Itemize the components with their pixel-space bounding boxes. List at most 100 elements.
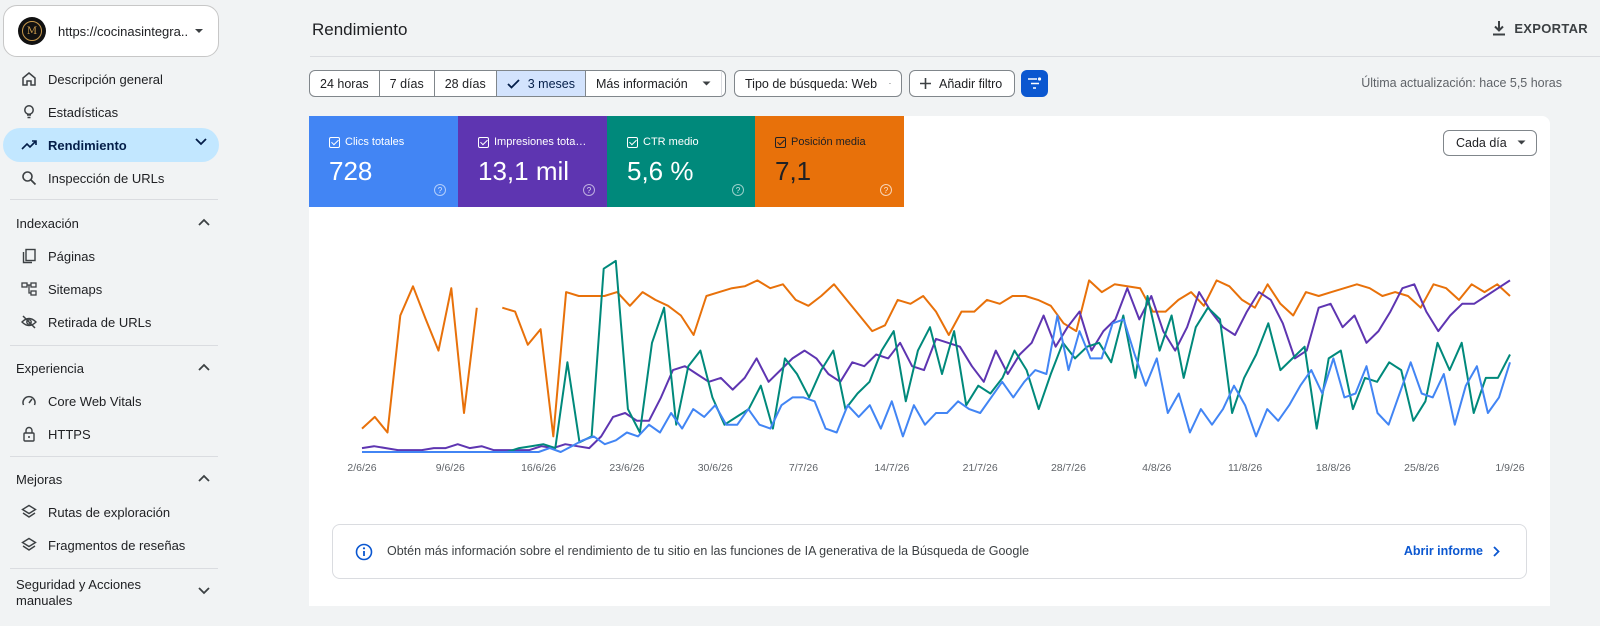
- performance-chart: 2/6/26 9/6/26 16/6/26 23/6/26 30/6/26 7/7/26 1…: [347, 259, 1525, 474]
- x-tick-label: 23/6/26: [609, 462, 644, 474]
- range-28d-button[interactable]: 28 días: [435, 71, 497, 96]
- gauge-icon: [20, 392, 38, 410]
- metric-value: 5,6 %: [627, 156, 694, 186]
- section-indexing[interactable]: Indexación: [16, 216, 216, 231]
- nav-item-url-inspection[interactable]: Inspección de URLs: [3, 161, 219, 195]
- checkbox-icon[interactable]: [775, 136, 786, 148]
- filter-settings-button[interactable]: [1021, 70, 1048, 97]
- chevron-up-icon: [198, 218, 210, 226]
- chevron-up-icon: [198, 474, 210, 482]
- home-icon: [20, 70, 38, 88]
- lock-icon: [20, 425, 38, 443]
- series-line-ctr-medio: [362, 259, 1511, 453]
- x-tick-label: 4/8/26: [1142, 462, 1171, 474]
- more-ranges-dropdown[interactable]: Más información: [586, 71, 725, 96]
- metric-value: 728: [329, 156, 373, 186]
- x-tick-label: 21/7/26: [963, 462, 998, 474]
- chevron-down-icon: [198, 587, 210, 595]
- x-tick-label: 9/6/26: [436, 462, 465, 474]
- sitemap-icon: [20, 280, 38, 298]
- layers-icon: [20, 536, 38, 554]
- plus-icon: [920, 78, 931, 89]
- pages-icon: [20, 247, 38, 265]
- search-icon: [20, 169, 38, 187]
- x-tick-label: 16/6/26: [521, 462, 556, 474]
- x-tick-label: 18/8/26: [1316, 462, 1351, 474]
- series-line-posición-media: [361, 279, 1511, 438]
- series-line-impresiones-totales: [361, 279, 1511, 452]
- section-enhancements[interactable]: Mejoras: [16, 472, 216, 487]
- metric-value: 13,1 mil: [478, 156, 570, 186]
- help-icon[interactable]: ?: [732, 184, 744, 196]
- x-tick-label: 2/6/26: [347, 462, 376, 474]
- chevron-right-icon: [1493, 545, 1500, 557]
- divider: [10, 568, 218, 569]
- last-update-text: Última actualización: hace 5,5 horas: [1361, 76, 1562, 90]
- date-range-group: 24 horas 7 días 28 días 3 meses Más info…: [309, 70, 726, 97]
- range-3m-button[interactable]: 3 meses: [496, 71, 586, 96]
- filter-icon: [1028, 77, 1042, 89]
- export-button[interactable]: EXPORTAR: [1492, 20, 1588, 36]
- metric-position[interactable]: Posición media 7,1 ?: [755, 116, 904, 207]
- section-experience[interactable]: Experiencia: [16, 361, 216, 376]
- open-report-link[interactable]: Abrir informe: [1404, 544, 1500, 558]
- series-line-clics-totales: [362, 314, 1511, 453]
- caret-down-icon: [702, 81, 711, 86]
- range-24h-button[interactable]: 24 horas: [310, 71, 380, 96]
- checkbox-icon[interactable]: [329, 136, 340, 148]
- checkbox-icon[interactable]: [627, 136, 638, 148]
- nav-item-overview[interactable]: Descripción general: [3, 62, 219, 96]
- lightbulb-icon: [20, 103, 38, 121]
- nav-item-insights[interactable]: Estadísticas: [3, 95, 219, 129]
- property-url: https://cocinasintegra...: [58, 23, 188, 39]
- x-tick-label: 7/7/26: [789, 462, 818, 474]
- ai-info-banner: Obtén más información sobre el rendimien…: [332, 524, 1527, 579]
- download-icon: [1493, 21, 1506, 36]
- add-filter-button[interactable]: Añadir filtro: [909, 70, 1015, 97]
- checkbox-icon[interactable]: [478, 136, 489, 148]
- nav-item-performance[interactable]: Rendimiento: [3, 128, 219, 162]
- metric-value: 7,1: [775, 156, 812, 186]
- check-icon: [507, 78, 520, 89]
- chevron-up-icon: [198, 363, 210, 371]
- caret-down-icon: [195, 29, 203, 33]
- nav-item-https[interactable]: HTTPS: [3, 417, 219, 451]
- x-tick-label: 1/9/26: [1495, 462, 1524, 474]
- layers-icon: [20, 503, 38, 521]
- sidebar: M https://cocinasintegra... Descripción …: [0, 0, 222, 626]
- x-tick-label: 11/8/26: [1228, 462, 1262, 474]
- header-divider: [310, 56, 1600, 57]
- metric-ctr[interactable]: CTR medio 5,6 % ?: [607, 116, 756, 207]
- help-icon[interactable]: ?: [434, 184, 446, 196]
- x-tick-label: 28/7/26: [1051, 462, 1086, 474]
- nav-item-core-web-vitals[interactable]: Core Web Vitals: [3, 384, 219, 418]
- nav-item-removals[interactable]: Retirada de URLs: [3, 305, 219, 339]
- nav-item-review-snippets[interactable]: Fragmentos de reseñas: [3, 528, 219, 562]
- metric-clicks[interactable]: Clics totales 728 ?: [309, 116, 458, 207]
- x-tick-label: 14/7/26: [874, 462, 909, 474]
- property-selector[interactable]: M https://cocinasintegra...: [3, 5, 219, 57]
- nav-item-pages[interactable]: Páginas: [3, 239, 219, 273]
- metric-impressions[interactable]: Impresiones totales 13,1 mil ?: [458, 116, 607, 207]
- eye-off-icon: [20, 313, 38, 331]
- range-7d-button[interactable]: 7 días: [380, 71, 435, 96]
- nav-item-sitemaps[interactable]: Sitemaps: [3, 272, 219, 306]
- nav-item-breadcrumbs[interactable]: Rutas de exploración: [3, 495, 219, 529]
- property-logo: M: [18, 17, 46, 45]
- page-title: Rendimiento: [312, 20, 408, 39]
- chevron-down-icon: [195, 138, 207, 146]
- help-icon[interactable]: ?: [880, 184, 892, 196]
- granularity-dropdown[interactable]: Cada día: [1443, 130, 1537, 156]
- help-icon[interactable]: ?: [583, 184, 595, 196]
- info-icon: [355, 543, 373, 561]
- caret-down-icon: [1517, 140, 1526, 145]
- divider: [10, 456, 218, 457]
- divider: [10, 345, 218, 346]
- section-security[interactable]: Seguridad y Acciones manuales: [16, 577, 216, 609]
- trending-up-icon: [20, 136, 38, 154]
- search-type-dropdown[interactable]: Tipo de búsqueda: Web: [734, 70, 902, 97]
- toolbar-separator: [721, 72, 722, 96]
- info-banner-text: Obtén más información sobre el rendimien…: [387, 544, 1030, 558]
- divider: [10, 199, 218, 200]
- caret-down-icon: [889, 83, 891, 84]
